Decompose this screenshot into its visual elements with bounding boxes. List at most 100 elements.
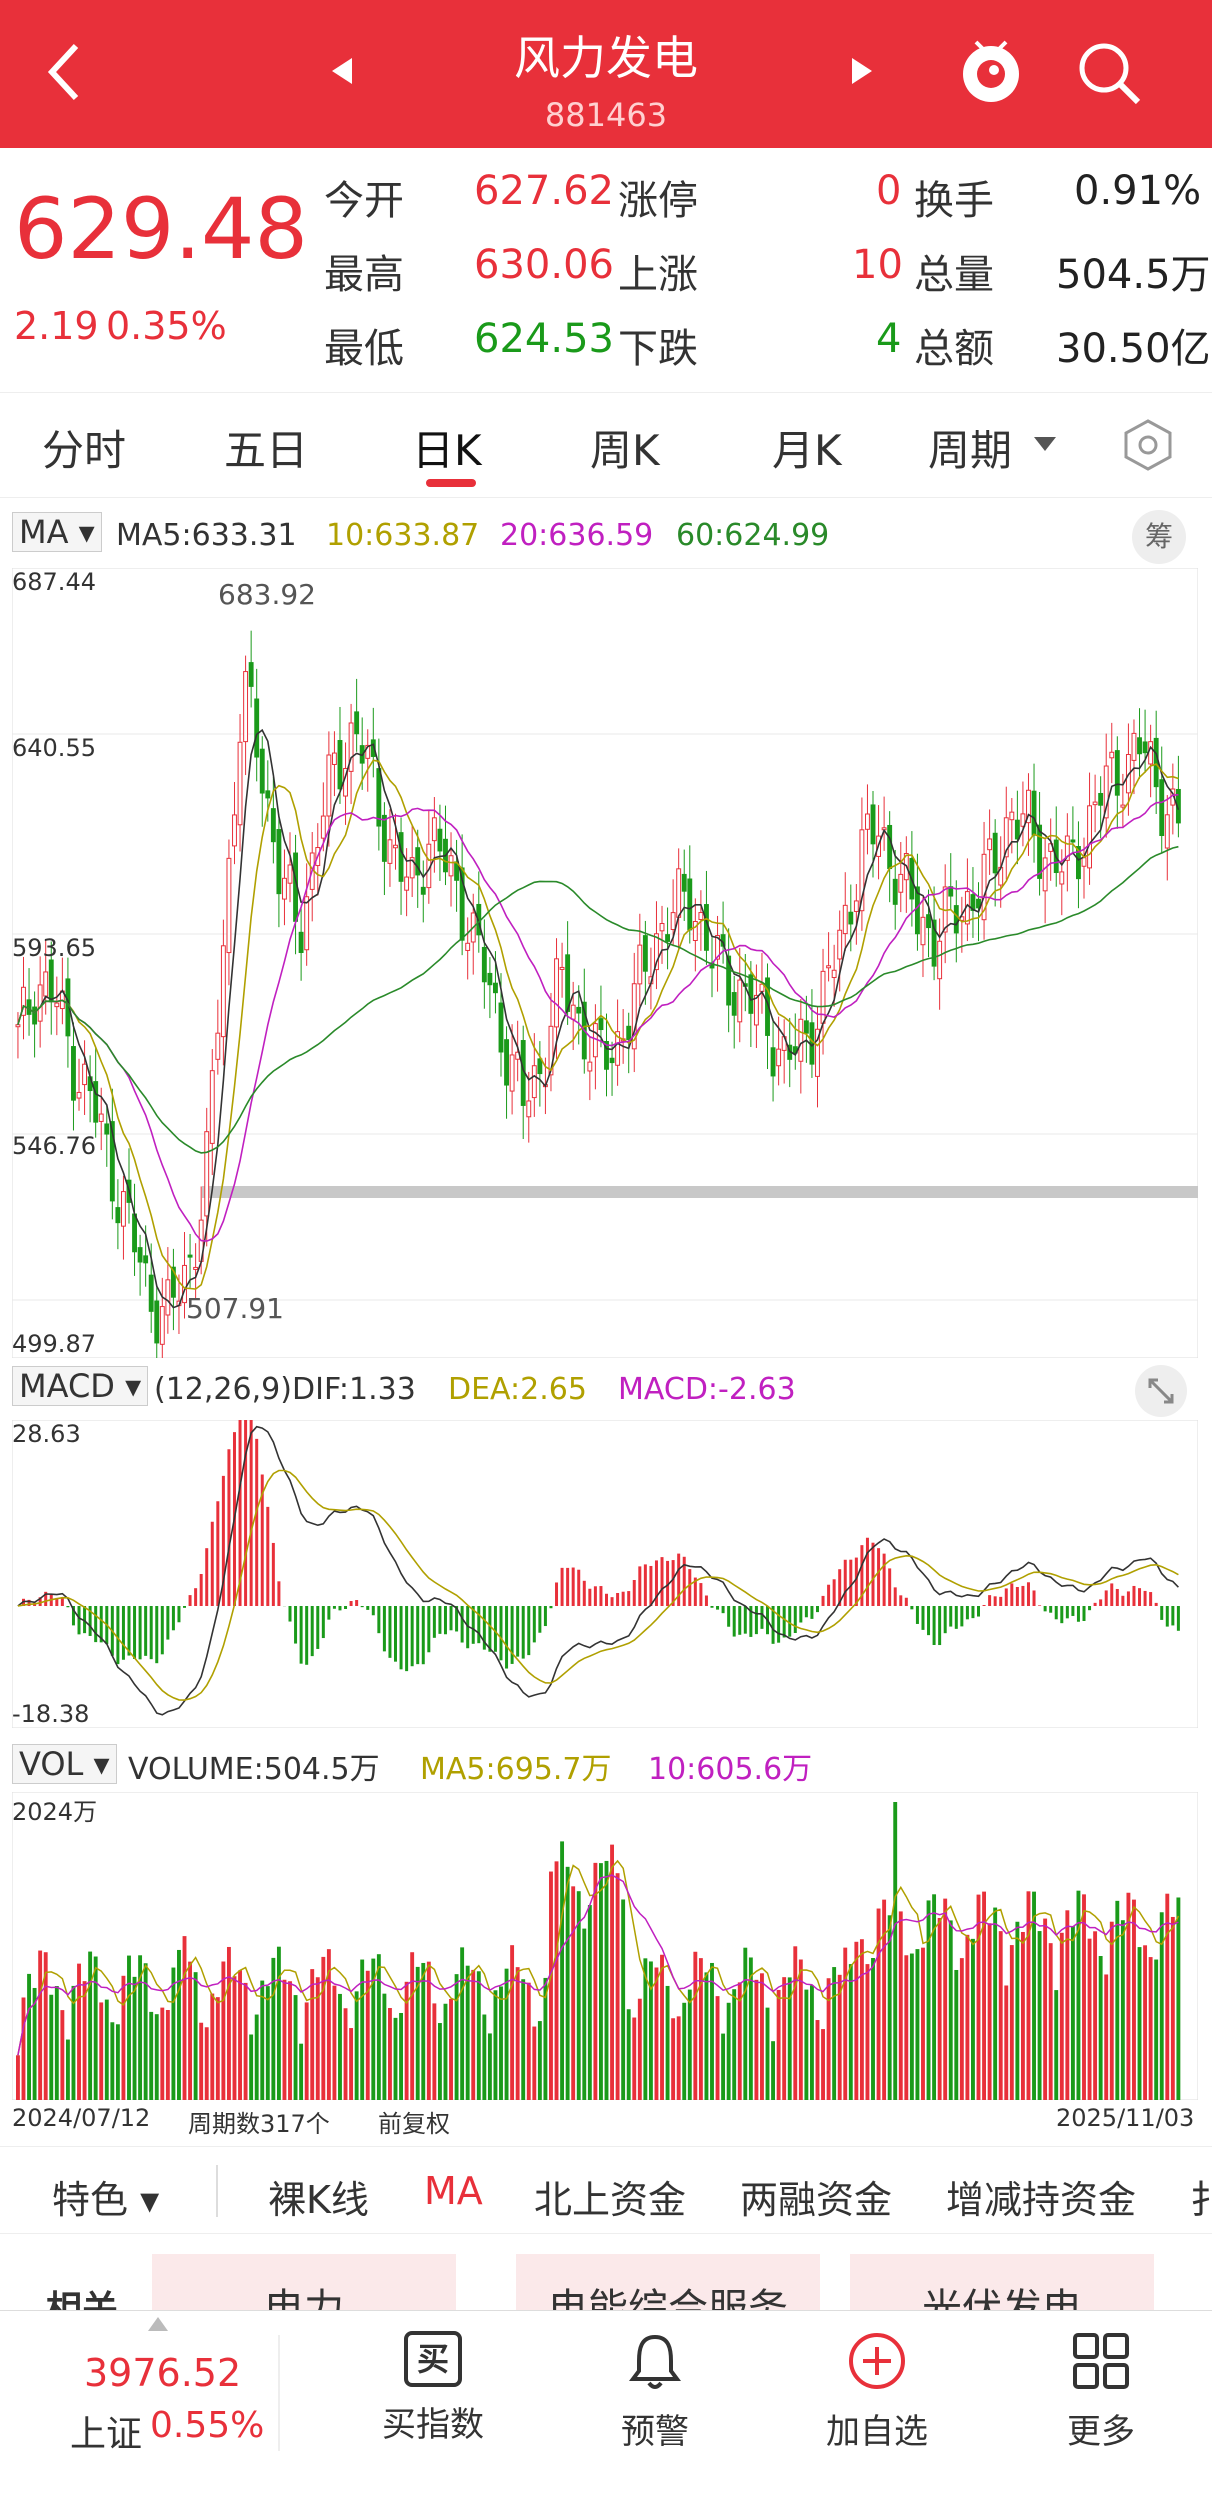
candle <box>715 935 720 960</box>
expand-icon[interactable] <box>1134 1364 1188 1418</box>
volume-bar <box>648 1961 653 2100</box>
strip-divider <box>216 2165 218 2217</box>
settings-hex-icon[interactable] <box>1120 417 1176 473</box>
related-tag-energy-service[interactable]: 电能综合服务 <box>516 2254 820 2310</box>
macd-params: (12,26,9) <box>154 1372 292 1407</box>
candle <box>931 919 937 967</box>
max-price-label: 683.92 <box>218 578 316 611</box>
candle <box>681 873 687 892</box>
volume-bar <box>671 2018 676 2100</box>
candle <box>853 900 859 912</box>
tab-daily-k[interactable]: 日K <box>412 426 482 475</box>
candle <box>76 1091 82 1099</box>
macd-selector[interactable]: MACD ▾ <box>12 1366 149 1406</box>
candle <box>109 1121 115 1202</box>
candle <box>703 904 709 951</box>
back-icon[interactable] <box>44 40 84 104</box>
add-watchlist-button[interactable]: 加自选 <box>802 2331 952 2453</box>
candle <box>331 752 337 765</box>
candle <box>898 873 904 893</box>
strip-more-item[interactable]: 扌 <box>1190 2178 1212 2222</box>
related-tag-power[interactable]: 电力 <box>152 2254 456 2310</box>
volume-bar <box>876 1908 881 2100</box>
tab-weekly-k[interactable]: 周K <box>590 426 660 475</box>
volume-bar <box>1020 1931 1025 2100</box>
volume-bar <box>165 2010 170 2100</box>
volume-bar <box>193 1972 198 2100</box>
strip-special[interactable]: 特色 ▾ <box>52 2178 160 2222</box>
limitup-label: 涨停 <box>618 178 698 224</box>
macd-chart[interactable] <box>12 1420 1198 1728</box>
assistant-icon[interactable] <box>956 34 1026 108</box>
volume-bar <box>399 2012 404 2100</box>
volume-bar <box>127 1955 131 2100</box>
candle <box>598 1018 604 1031</box>
volume-bar <box>199 2022 204 2100</box>
volume-chart[interactable] <box>12 1792 1198 2100</box>
volume-bar <box>571 1886 576 2100</box>
candle <box>1131 732 1137 761</box>
candle <box>320 815 326 839</box>
volume-bar <box>338 1993 342 2100</box>
buy-icon: 买 <box>404 2331 462 2387</box>
candle <box>748 974 754 1014</box>
volume-bar <box>43 1952 48 2100</box>
strip-holdings-change[interactable]: 增减持资金 <box>946 2178 1137 2222</box>
volume-bar <box>115 2024 120 2100</box>
candle <box>159 1306 165 1345</box>
volume-bar <box>721 2033 726 2100</box>
volume-bar <box>943 1898 948 2100</box>
volume-bar <box>354 1991 359 2100</box>
strip-margin[interactable]: 两融资金 <box>740 2178 893 2222</box>
vol-selector[interactable]: VOL ▾ <box>12 1744 117 1784</box>
candle <box>1148 741 1154 765</box>
volume-bar <box>637 1998 642 2100</box>
candle <box>726 955 732 1006</box>
period-count: 周期数317个 <box>188 2110 330 2138</box>
prev-arrow-icon[interactable] <box>330 56 354 86</box>
volume-bar <box>1009 1945 1014 2100</box>
index-value[interactable]: 3976.52 <box>84 2351 242 2395</box>
volume-bar <box>843 1947 848 2100</box>
volume-bar <box>587 1905 592 2100</box>
more-button[interactable]: 更多 <box>1026 2331 1176 2453</box>
vol-tick-top: 2024万 <box>12 1798 98 1826</box>
related-tag-solar[interactable]: 光伏发电 <box>850 2254 1154 2310</box>
volume-bar <box>804 1989 809 2100</box>
volume-bar <box>276 1946 281 2100</box>
volume-bar <box>732 1989 737 2100</box>
tab-five-day[interactable]: 五日 <box>224 426 309 475</box>
volume-bar <box>426 1961 431 2100</box>
strip-naked-k[interactable]: 裸K线 <box>268 2178 369 2222</box>
tab-period[interactable]: 周期 <box>928 426 1013 475</box>
volume-bar <box>921 1947 925 2100</box>
tab-intraday[interactable]: 分时 <box>42 426 127 475</box>
strip-northbound[interactable]: 北上资金 <box>534 2178 687 2222</box>
volume-bar <box>682 2002 687 2100</box>
volume-bar <box>304 2002 309 2100</box>
volume-bar <box>1132 1899 1136 2100</box>
candle <box>21 986 26 1016</box>
chip-distribution-button[interactable]: 筹 <box>1132 510 1186 564</box>
tab-monthly-k[interactable]: 月K <box>772 426 842 475</box>
volume-bar <box>743 1947 748 2100</box>
candle <box>842 904 848 935</box>
candle <box>226 857 232 954</box>
search-icon[interactable] <box>1074 38 1144 108</box>
ma-selector[interactable]: MA ▾ <box>12 512 102 552</box>
volume-bar <box>221 1961 226 2100</box>
volume-bar <box>1137 1947 1142 2100</box>
volume-bar <box>1065 1910 1070 2100</box>
next-arrow-icon[interactable] <box>850 56 874 86</box>
volume-bar <box>865 1964 870 2100</box>
kline-chart[interactable] <box>12 568 1198 1358</box>
volume-bar <box>232 1976 237 2100</box>
strip-ma[interactable]: MA <box>424 2169 483 2213</box>
buy-index-button[interactable]: 买 买指数 <box>358 2331 508 2446</box>
volume-bar <box>1176 1897 1181 2100</box>
candle <box>298 931 304 953</box>
candle <box>537 1058 543 1075</box>
price-change: 2.19 <box>14 304 99 348</box>
alert-button[interactable]: 预警 <box>580 2331 730 2453</box>
volume-bar <box>1059 1932 1064 2100</box>
